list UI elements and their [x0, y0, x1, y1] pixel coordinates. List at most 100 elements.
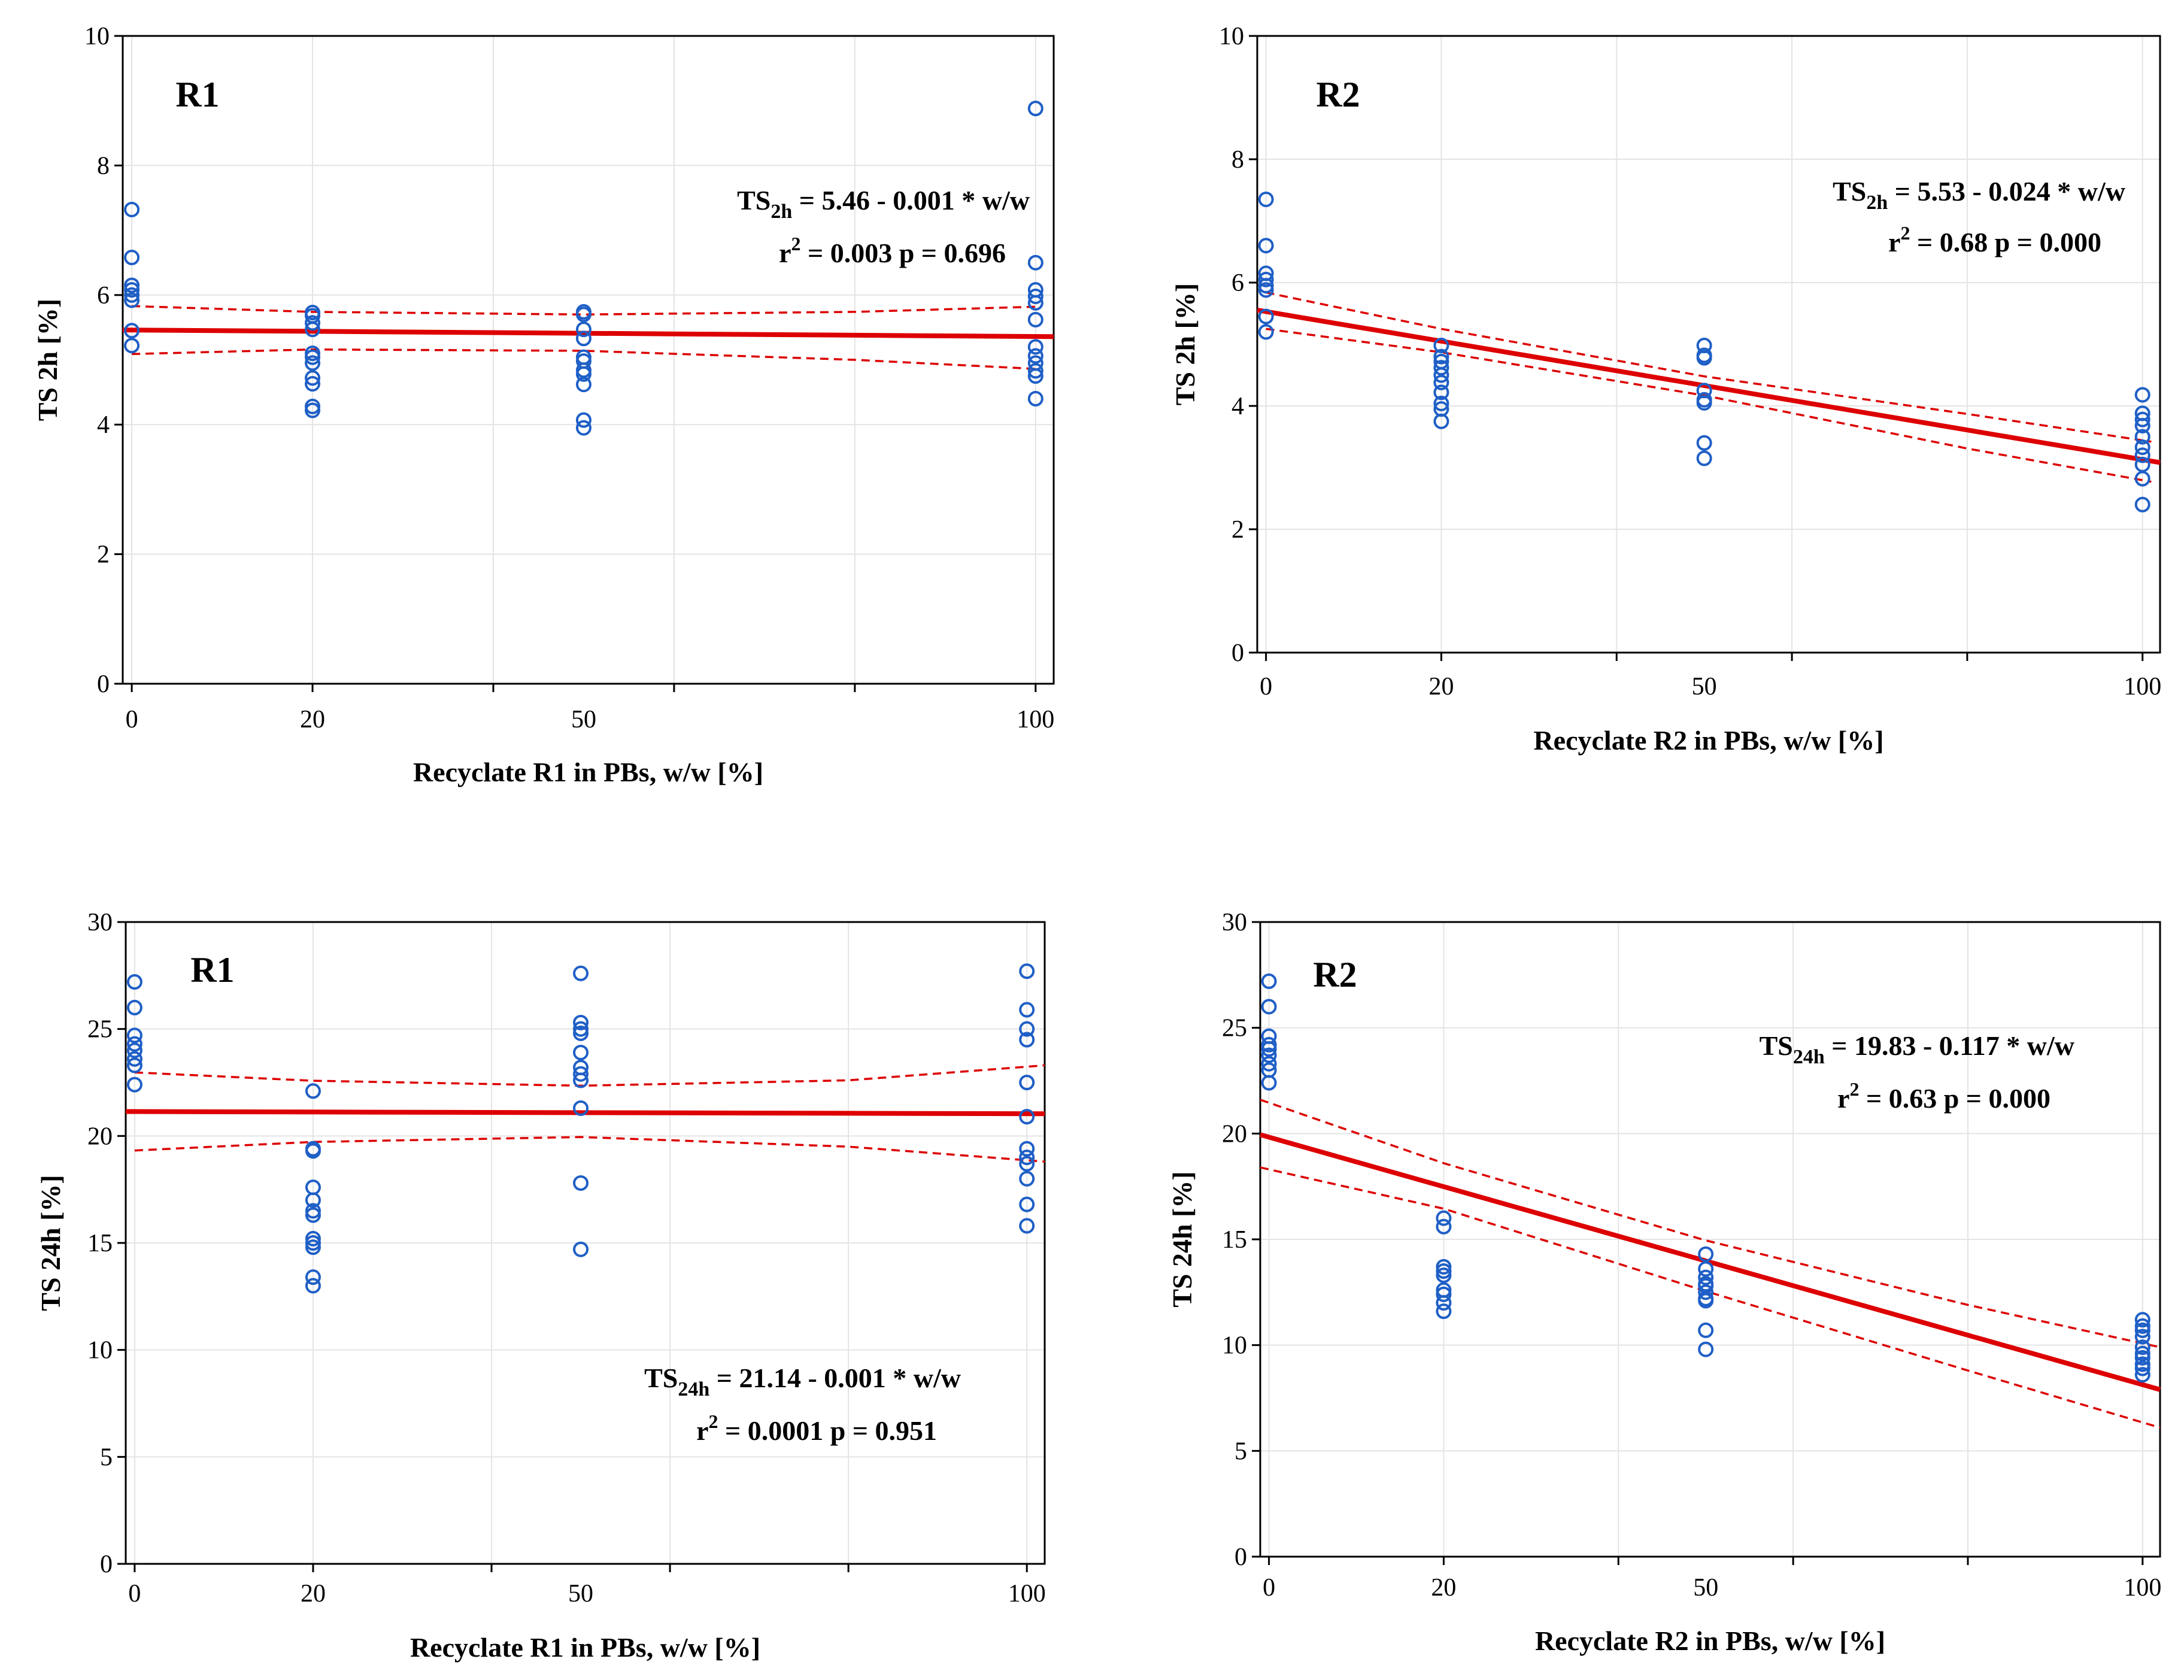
data-point [1261, 1036, 1277, 1053]
data-point [1698, 1269, 1714, 1285]
data-point [1433, 384, 1449, 401]
data-point [305, 1239, 321, 1256]
data-point [1027, 368, 1044, 384]
r2-p-values: r2 = 0.63 p = 0.000 [1837, 1078, 2050, 1114]
y-tick-label: 0 [1234, 1543, 1247, 1571]
r2-label: r [779, 238, 791, 268]
data-point [124, 287, 140, 303]
data-point [305, 315, 321, 331]
y-tick-label: 30 [1222, 909, 1247, 936]
x-tick-label: 50 [1692, 673, 1717, 700]
r2-label: r [696, 1415, 708, 1446]
data-point [1019, 1196, 1035, 1212]
y-axis-title: TS 24h [%] [1167, 1171, 1197, 1308]
x-tick-label: 20 [1428, 673, 1454, 700]
equation-lhs: TS [1833, 176, 1866, 207]
r2-p-values: r2 = 0.003 p = 0.696 [779, 233, 1006, 268]
data-point [1433, 360, 1449, 376]
data-point [126, 1057, 142, 1073]
data-point [1027, 295, 1044, 311]
data-point [1433, 338, 1449, 354]
y-axis-title-sub: 24h [1167, 1217, 1197, 1267]
data-point [124, 277, 140, 293]
data-point [305, 1235, 321, 1251]
data-point [1433, 413, 1449, 429]
x-tick-label: 20 [300, 706, 325, 733]
data-point [124, 250, 140, 266]
x-axis-title: Recyclate R2 in PBs, w/w [%] [1533, 725, 1883, 756]
y-tick-label: 5 [100, 1444, 113, 1471]
data-point [1019, 1218, 1035, 1234]
ci-lower-line [134, 1136, 1045, 1163]
x-tick-label: 50 [1693, 1574, 1718, 1602]
data-point [1436, 1295, 1452, 1311]
r2-p-values: r2 = 0.0001 p = 0.951 [696, 1411, 937, 1446]
y-tick-label: 0 [100, 1551, 113, 1578]
data-point [1258, 282, 1274, 298]
x-axis-title: Recyclate R2 in PBs, w/w [%] [1535, 1626, 1885, 1656]
ci-upper-line [1260, 1099, 2161, 1348]
data-point [1433, 348, 1449, 365]
y-tick-label: 15 [87, 1230, 113, 1257]
y-tick-label: 2 [97, 541, 110, 569]
data-point [1027, 348, 1044, 364]
r2-value: = 0.003 [800, 238, 892, 268]
data-point [1019, 1021, 1035, 1037]
data-point [2134, 1345, 2150, 1361]
data-point [1436, 1263, 1452, 1279]
regression-equation: TS24h = 21.14 - 0.001 * w/w [644, 1363, 961, 1400]
data-point [124, 201, 140, 217]
data-point [573, 965, 589, 981]
data-point [575, 377, 592, 393]
x-tick-label: 100 [1008, 1580, 1046, 1608]
y-axis-title-unit: [%] [32, 299, 63, 345]
r2-value: = 0.68 [1910, 227, 1988, 257]
y-tick-label: 5 [1234, 1438, 1247, 1465]
p-value: p = 0.000 [1944, 1083, 2050, 1114]
y-tick-label: 10 [87, 1337, 113, 1364]
r2-spacer [1937, 1083, 1944, 1114]
data-point [575, 366, 592, 382]
y-tick-label: 20 [1222, 1120, 1247, 1148]
y-tick-label: 10 [84, 23, 110, 50]
y-tick-label: 2 [1231, 516, 1244, 544]
data-point [1698, 1293, 1714, 1309]
data-point [2134, 1367, 2150, 1383]
data-point [1698, 1341, 1714, 1357]
data-point [2134, 1350, 2150, 1366]
data-point [1696, 435, 1712, 451]
ci-upper-line [1266, 291, 2152, 443]
panel-label: R2 [1316, 75, 1360, 114]
equation-rhs: = 21.14 - 0.001 * w/w [709, 1363, 961, 1393]
data-point [1258, 238, 1274, 254]
equation-subscript: 24h [1793, 1046, 1825, 1068]
data-point [573, 1014, 589, 1030]
y-tick-label: 6 [97, 282, 110, 310]
data-point [2134, 1322, 2150, 1338]
data-point [1433, 367, 1449, 383]
y-axis-title-main: TS [32, 380, 63, 421]
y-axis-title-unit: [%] [1167, 1171, 1197, 1217]
data-point [1019, 1156, 1035, 1172]
r2-superscript: 2 [791, 233, 800, 254]
y-tick-label: 10 [1222, 1332, 1247, 1360]
y-tick-label: 4 [1231, 393, 1244, 420]
x-tick-label: 0 [1263, 1574, 1275, 1602]
data-point [124, 338, 140, 354]
data-point [1696, 350, 1712, 366]
p-value: p = 0.951 [830, 1415, 937, 1446]
data-point [1698, 1246, 1714, 1262]
data-point [573, 1025, 589, 1041]
regression-equation: TS2h = 5.53 - 0.024 * w/w [1833, 176, 2125, 214]
plot-frame [1256, 35, 2161, 654]
panel-label: R1 [190, 950, 234, 990]
regression-line [1259, 1132, 2161, 1392]
data-point [1436, 1267, 1452, 1284]
data-point [1019, 1002, 1035, 1018]
y-tick-label: 25 [87, 1016, 113, 1044]
x-tick-label: 50 [568, 1580, 593, 1608]
y-tick-label: 25 [1222, 1015, 1247, 1042]
data-point [575, 322, 592, 338]
equation-lhs: TS [737, 185, 771, 216]
